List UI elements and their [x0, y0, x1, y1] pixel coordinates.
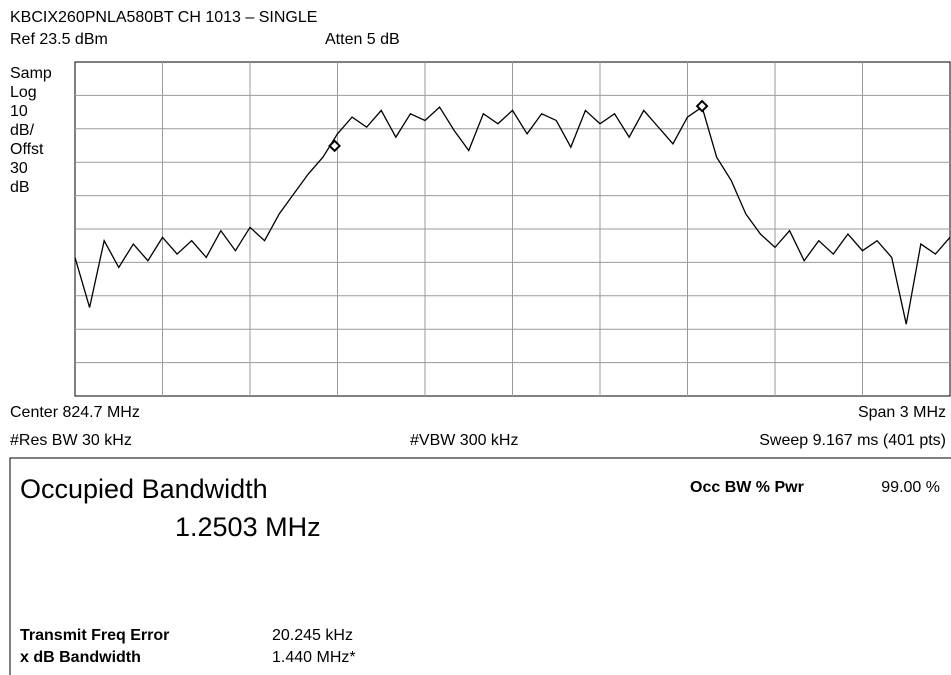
- res-bw: #Res BW 30 kHz: [10, 432, 132, 449]
- scale-label: Offst: [10, 141, 44, 158]
- sweep: Sweep 9.167 ms (401 pts): [759, 432, 946, 449]
- marker: [328, 139, 341, 153]
- scale-label: dB: [10, 179, 30, 196]
- trace: [74, 106, 951, 325]
- span: Span 3 MHz: [858, 404, 946, 421]
- scale-label: dB/: [10, 122, 35, 139]
- scale-label: Samp: [10, 65, 52, 82]
- marker: [695, 99, 709, 113]
- result-value: 1.440 MHz*: [272, 649, 356, 666]
- result-label: Transmit Freq Error: [20, 627, 169, 644]
- results-title: Occupied Bandwidth: [20, 474, 268, 504]
- scale-label: Log: [10, 84, 37, 101]
- occ-bw-label: Occ BW % Pwr: [690, 479, 804, 496]
- results-panel: [9, 457, 951, 675]
- result-value: 20.245 kHz: [272, 627, 353, 644]
- occupied-bw-value: 1.2503 MHz: [175, 512, 321, 542]
- plot: [74, 62, 951, 396]
- scale-labels: Samp Log 10 dB/Offst 30 dB: [10, 65, 52, 196]
- vbw: #VBW 300 kHz: [410, 432, 518, 449]
- scale-label: 10: [10, 103, 28, 120]
- attenuation: Atten 5 dB: [325, 31, 400, 48]
- scale-label: 30: [10, 160, 28, 177]
- result-label: x dB Bandwidth: [20, 649, 141, 666]
- center-freq: Center 824.7 MHz: [10, 404, 140, 421]
- ref-level: Ref 23.5 dBm: [10, 31, 108, 48]
- occ-bw-value: 99.00 %: [881, 479, 940, 496]
- title: KBCIX260PNLA580BT CH 1013 – SINGLE: [10, 9, 317, 26]
